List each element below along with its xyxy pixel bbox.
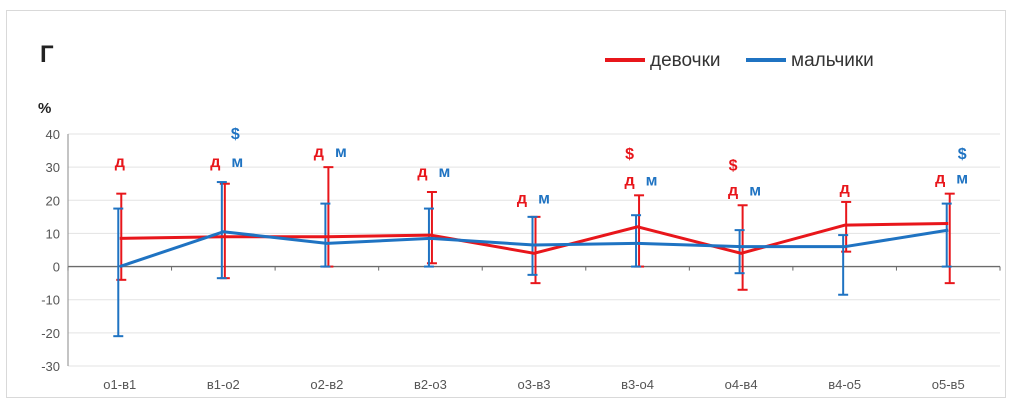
annotation-mark: $: [625, 146, 634, 163]
annotation-mark: м: [439, 164, 451, 181]
x-tick-label: в2-о3: [414, 377, 447, 392]
x-tick-label: о1-в1: [103, 377, 136, 392]
annotation-mark: д: [624, 172, 634, 189]
y-tick-label: 10: [46, 226, 60, 241]
annotation-mark: м: [538, 191, 550, 208]
y-tick-labels: -30 -20 -10 0 10 20 30 40: [41, 127, 60, 374]
x-tick-label: о5-в5: [932, 377, 965, 392]
annotation-mark: д: [210, 154, 220, 171]
y-tick-label: 0: [53, 260, 60, 275]
series-line-1: [119, 228, 949, 268]
x-tick-label: в1-о2: [207, 377, 240, 392]
error-bars: [113, 166, 955, 338]
y-tick-label: -20: [41, 326, 60, 341]
y-tick-label: -30: [41, 359, 60, 374]
annotation-mark: д: [935, 171, 945, 188]
legend-label-series-1: мальчики: [791, 50, 874, 71]
y-tick-label: 30: [46, 160, 60, 175]
annotation-mark: м: [956, 171, 968, 188]
significance-marks: д д м$д мд мд м$д м$д м д$д м: [115, 126, 968, 208]
annotation-mark: д: [115, 154, 125, 171]
annotation-mark: м: [749, 182, 761, 199]
annotation-mark: м: [231, 154, 243, 171]
annotation-mark: м: [646, 172, 658, 189]
x-tick-label: о2-в2: [310, 377, 343, 392]
series-line-0: [119, 221, 949, 255]
annotation-mark: д: [517, 191, 527, 208]
y-tick-label: 40: [46, 127, 60, 142]
annotation-mark: д: [840, 181, 850, 198]
annotation-mark: д: [728, 182, 738, 199]
legend: девочки мальчики: [605, 50, 874, 71]
x-tick-label: в3-о4: [621, 377, 654, 392]
x-tick-labels: о1-в1 в1-о2 о2-в2 в2-о3 о3-в3 в3-о4 о4-в4 в4-о5…: [103, 377, 964, 392]
annotation-mark: д: [417, 164, 427, 181]
annotation-mark: д: [314, 144, 324, 161]
y-tick-label: -10: [41, 293, 60, 308]
series-lines: [119, 221, 949, 268]
y-tick-label: 20: [46, 193, 60, 208]
x-tick-label: о4-в4: [725, 377, 758, 392]
annotation-mark: м: [335, 144, 347, 161]
panel-label: Г: [40, 41, 54, 68]
annotation-mark: $: [729, 157, 738, 174]
x-tick-label: о3-в3: [518, 377, 551, 392]
legend-label-series-0: девочки: [650, 50, 721, 71]
grid: [67, 133, 1001, 367]
y-axis-label: %: [38, 100, 51, 117]
annotation-mark: $: [231, 126, 240, 143]
annotation-mark: $: [958, 146, 967, 163]
x-tick-label: в4-о5: [828, 377, 861, 392]
